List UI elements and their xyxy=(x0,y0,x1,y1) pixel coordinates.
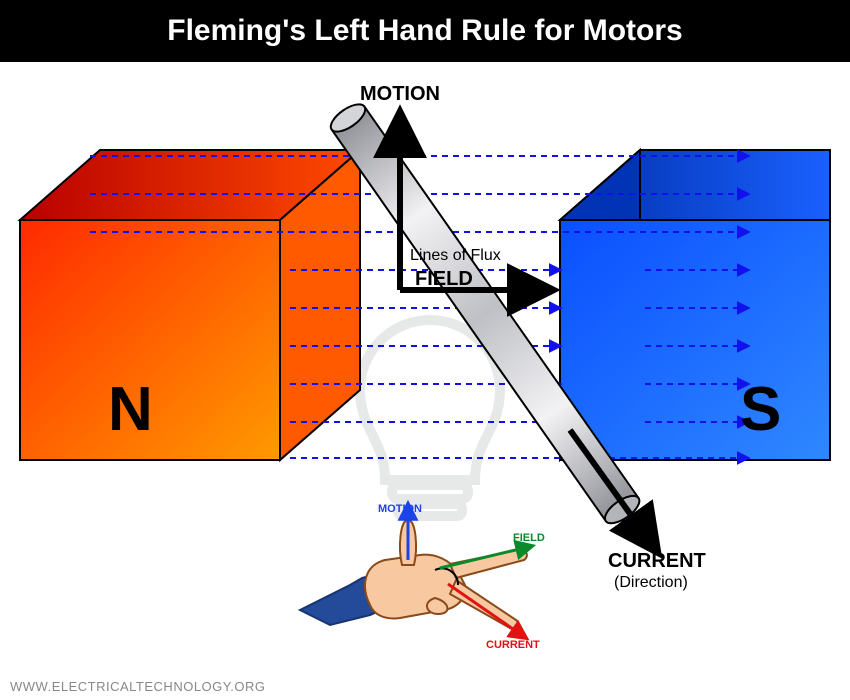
field-label: FIELD xyxy=(415,268,473,290)
n-magnet xyxy=(20,150,360,460)
current-small-label: CURRENT xyxy=(486,639,540,651)
diagram-canvas: MOTION Lines of Flux FIELD CURRENT (Dire… xyxy=(0,60,850,700)
watermark xyxy=(360,320,500,516)
s-magnet xyxy=(560,150,830,460)
current-label: CURRENT xyxy=(608,550,706,572)
n-pole-label: N xyxy=(108,375,153,444)
flux-label: Lines of Flux xyxy=(410,247,501,264)
middle-finger xyxy=(450,580,518,629)
current-small-arrow xyxy=(448,584,526,638)
s-pole-label: S xyxy=(740,375,781,444)
page-title-bar: Fleming's Left Hand Rule for Motors xyxy=(0,0,850,62)
motion-label: MOTION xyxy=(360,83,440,105)
motion-small-label: MOTION xyxy=(378,503,422,515)
footer-credit: WWW.ELECTRICALTECHNOLOGY.ORG xyxy=(10,679,266,694)
page-title: Fleming's Left Hand Rule for Motors xyxy=(167,14,682,47)
field-small-label: FIELD xyxy=(513,532,545,544)
hand-illustration xyxy=(300,504,532,638)
current-sub-label: (Direction) xyxy=(614,574,688,591)
